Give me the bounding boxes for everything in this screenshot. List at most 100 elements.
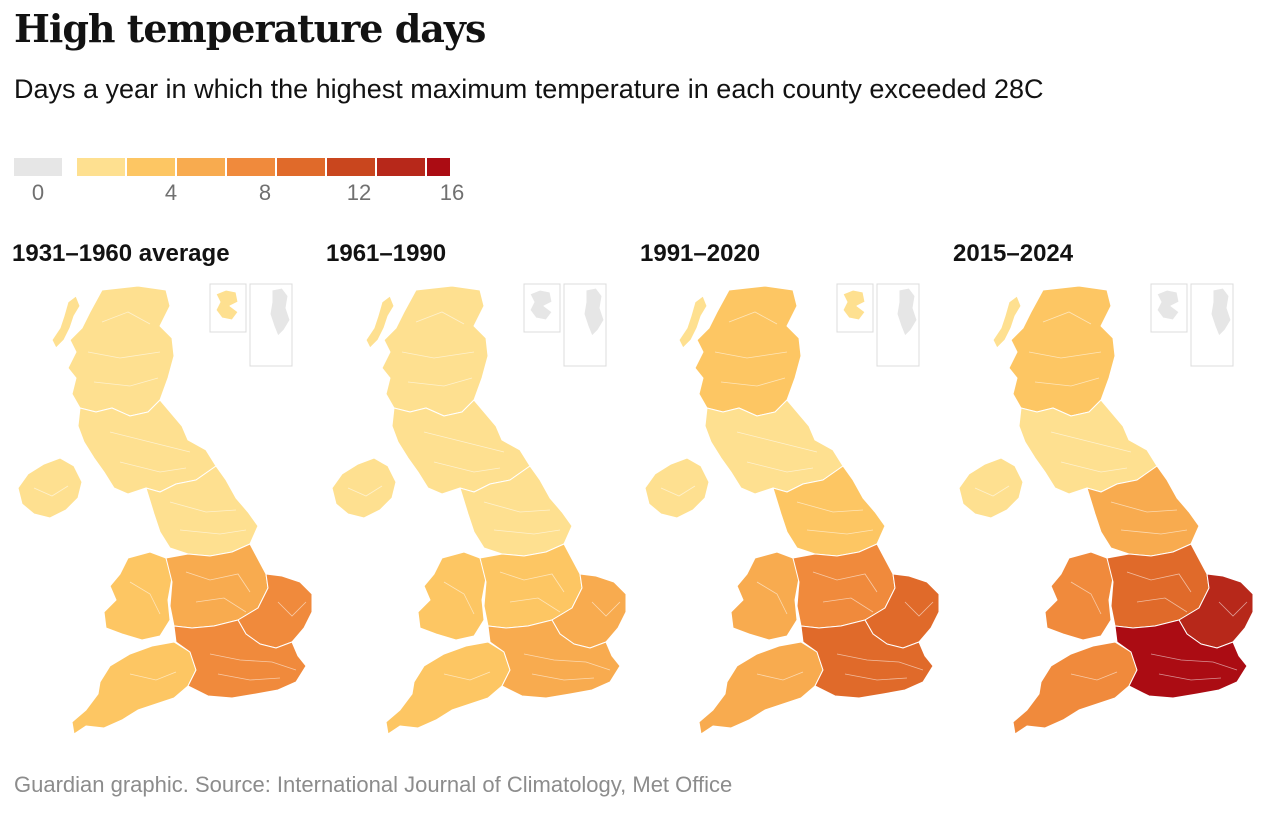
- region-northern-ireland: [17, 457, 83, 519]
- county-boundary: [407, 377, 473, 387]
- shetland-inset-box: [563, 283, 607, 367]
- orkney-inset-box: [209, 283, 247, 333]
- county-boundary: [1120, 529, 1188, 535]
- region-orkney: [842, 289, 866, 321]
- county-boundary: [974, 485, 1010, 497]
- region-shetland: [583, 287, 605, 337]
- county-boundary: [1042, 311, 1092, 325]
- uk-map-1931-1960: [17, 283, 313, 735]
- legend-tick-label: 0: [31, 180, 45, 205]
- orkney-inset-box: [523, 283, 561, 333]
- county-boundary: [483, 501, 551, 513]
- legend-swatch-2: [127, 158, 175, 176]
- legend-tick-label: 4: [164, 180, 178, 205]
- county-boundary: [1070, 671, 1118, 681]
- legend-swatch-7: [377, 158, 425, 176]
- legend-swatch-8: [427, 158, 450, 176]
- uk-map-1961-1990: [331, 283, 627, 735]
- region-outer-hebrides: [51, 295, 81, 349]
- chart-subtitle: Days a year in which the highest maximum…: [14, 74, 1044, 104]
- orkney-inset-box: [836, 283, 874, 333]
- region-south-west: [698, 641, 824, 735]
- county-boundary: [736, 431, 818, 453]
- region-shetland: [896, 287, 918, 337]
- source-note: Guardian graphic. Source: International …: [14, 772, 733, 797]
- county-boundary: [1218, 601, 1248, 617]
- region-outer-hebrides: [365, 295, 395, 349]
- county-boundary: [531, 673, 595, 681]
- legend-swatch-6: [327, 158, 375, 176]
- region-north-scotland: [1008, 285, 1116, 417]
- county-boundary: [1034, 377, 1100, 387]
- region-shetland: [269, 287, 291, 337]
- chart-title: High temperature days: [14, 6, 486, 51]
- county-boundary: [1060, 461, 1128, 473]
- uk-map-2015-2024: [958, 283, 1254, 735]
- county-boundary: [217, 673, 281, 681]
- shetland-inset-box: [1190, 283, 1234, 367]
- region-north-scotland: [694, 285, 802, 417]
- county-boundary: [443, 671, 491, 681]
- county-boundary: [836, 653, 924, 671]
- county-boundary: [129, 671, 177, 681]
- county-boundary: [756, 581, 788, 615]
- county-boundary: [209, 653, 297, 671]
- county-boundary: [806, 529, 874, 535]
- county-boundary: [93, 377, 159, 387]
- legend-tick-label: 8: [258, 180, 272, 205]
- color-legend: 0 4 8 12 16: [14, 158, 474, 208]
- legend-swatch-3: [177, 158, 225, 176]
- region-north-scotland: [381, 285, 489, 417]
- county-boundary: [509, 597, 561, 613]
- county-boundary: [720, 377, 786, 387]
- county-boundary: [87, 351, 161, 359]
- county-boundary: [660, 485, 696, 497]
- region-orkney: [215, 289, 239, 321]
- county-boundary: [119, 461, 187, 473]
- region-wales: [1044, 551, 1114, 641]
- panel-title-1931-1960: 1931–1960 average: [12, 240, 230, 267]
- county-boundary: [277, 601, 307, 617]
- county-boundary: [1126, 571, 1192, 593]
- county-boundary: [1028, 351, 1102, 359]
- county-boundary: [109, 431, 191, 453]
- county-boundary: [1158, 673, 1222, 681]
- county-boundary: [812, 571, 878, 593]
- orkney-inset-box: [1150, 283, 1188, 333]
- county-boundary: [347, 485, 383, 497]
- county-boundary: [728, 311, 778, 325]
- region-orkney: [1156, 289, 1180, 321]
- county-boundary: [523, 653, 611, 671]
- panel-title-1961-1990: 1961–1990: [326, 240, 447, 267]
- region-shetland: [1210, 287, 1232, 337]
- panel-title-2015-2024: 2015–2024: [953, 240, 1074, 267]
- legend-swatch-zero: [14, 158, 62, 176]
- region-south-west: [1012, 641, 1138, 735]
- county-boundary: [756, 671, 804, 681]
- region-wales: [730, 551, 800, 641]
- legend-swatch-5: [277, 158, 325, 176]
- uk-map-1991-2020: [644, 283, 940, 735]
- county-boundary: [1050, 431, 1132, 453]
- county-boundary: [401, 351, 475, 359]
- legend-swatch-1: [77, 158, 125, 176]
- county-boundary: [1110, 501, 1178, 513]
- county-boundary: [423, 431, 505, 453]
- legend-tick-label: 12: [346, 180, 372, 205]
- region-wales: [103, 551, 173, 641]
- county-boundary: [443, 581, 475, 615]
- county-boundary: [433, 461, 501, 473]
- county-boundary: [1136, 597, 1188, 613]
- region-north-scotland: [67, 285, 175, 417]
- county-boundary: [185, 571, 251, 593]
- region-south-west: [71, 641, 197, 735]
- county-boundary: [746, 461, 814, 473]
- county-boundary: [499, 571, 565, 593]
- county-boundary: [493, 529, 561, 535]
- region-northern-ireland: [958, 457, 1024, 519]
- region-wales: [417, 551, 487, 641]
- shetland-inset-box: [249, 283, 293, 367]
- county-boundary: [169, 501, 237, 513]
- legend-tick-label: 16: [439, 180, 465, 205]
- county-boundary: [101, 311, 151, 325]
